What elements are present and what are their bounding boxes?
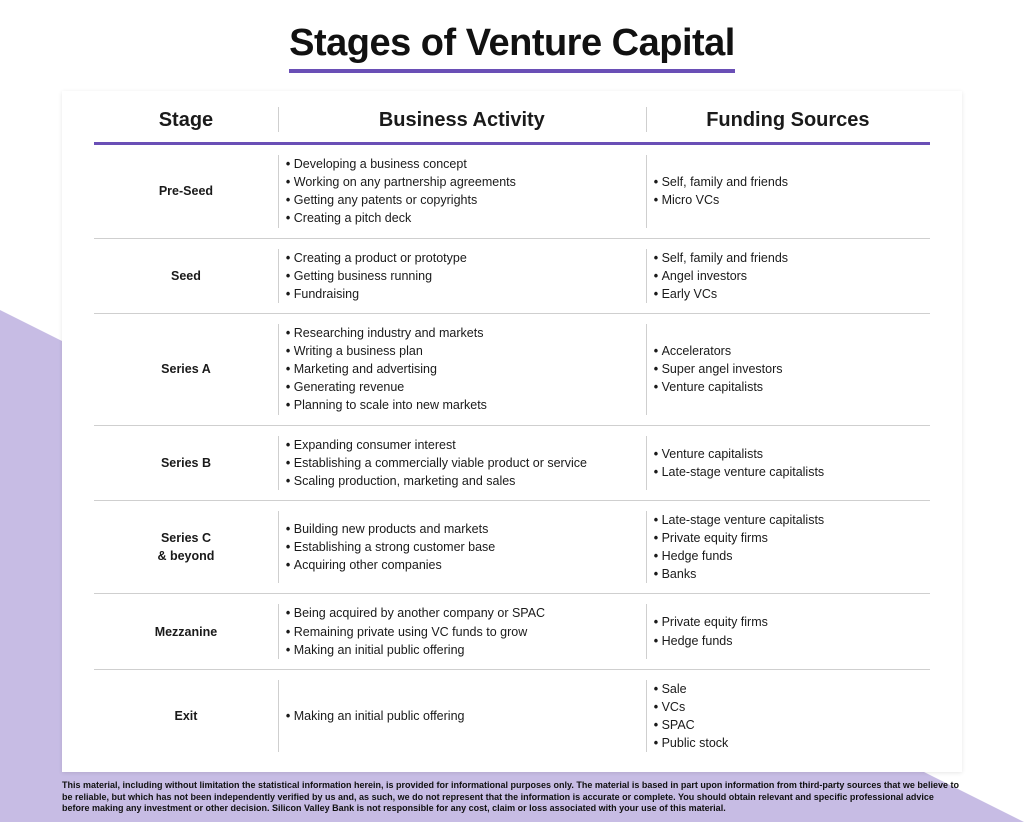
table-card: Stage Business Activity Funding Sources … <box>62 91 962 772</box>
funding-item: Micro VCs <box>654 191 922 209</box>
fineprint: This material, including without limitat… <box>62 780 962 822</box>
funding-item: Private equity firms <box>654 613 922 631</box>
activity-item: Building new products and markets <box>286 520 638 538</box>
activity-item: Establishing a commercially viable produ… <box>286 454 638 472</box>
funding-item: Banks <box>654 565 922 583</box>
funding-item: Super angel investors <box>654 360 922 378</box>
activity-item: Working on any partnership agreements <box>286 173 638 191</box>
stage-label: Exit <box>94 669 278 762</box>
vc-stages-table: Stage Business Activity Funding Sources … <box>94 97 930 762</box>
funding-item: Sale <box>654 680 922 698</box>
col-header-activity: Business Activity <box>278 97 646 144</box>
activity-cell: Researching industry and marketsWriting … <box>278 313 646 425</box>
activity-cell: Making an initial public offering <box>278 669 646 762</box>
stage-label: Pre-Seed <box>94 144 278 239</box>
funding-cell: Venture capitalistsLate-stage venture ca… <box>646 425 930 500</box>
table-row: Exit Making an initial public offering Sal… <box>94 669 930 762</box>
activity-item: Expanding consumer interest <box>286 436 638 454</box>
funding-cell: SaleVCsSPACPublic stock <box>646 669 930 762</box>
activity-item: Making an initial public offering <box>286 707 638 725</box>
funding-cell: Late-stage venture capitalistsPrivate eq… <box>646 500 930 594</box>
funding-item: Early VCs <box>654 285 922 303</box>
activity-cell: Being acquired by another company or SPA… <box>278 594 646 669</box>
activity-item: Remaining private using VC funds to grow <box>286 623 638 641</box>
activity-item: Getting business running <box>286 267 638 285</box>
activity-item: Marketing and advertising <box>286 360 638 378</box>
funding-item: Accelerators <box>654 342 922 360</box>
activity-item: Getting any patents or copyrights <box>286 191 638 209</box>
funding-cell: Self, family and friendsAngel investorsE… <box>646 238 930 313</box>
activity-item: Acquiring other companies <box>286 556 638 574</box>
table-row: Series AResearching industry and markets… <box>94 313 930 425</box>
activity-item: Researching industry and markets <box>286 324 638 342</box>
funding-cell: AcceleratorsSuper angel investorsVenture… <box>646 313 930 425</box>
funding-item: Self, family and friends <box>654 249 922 267</box>
activity-cell: Expanding consumer interestEstablishing … <box>278 425 646 500</box>
activity-item: Planning to scale into new markets <box>286 396 638 414</box>
stage-label: Mezzanine <box>94 594 278 669</box>
stage-label: Series A <box>94 313 278 425</box>
funding-cell: Self, family and friendsMicro VCs <box>646 144 930 239</box>
funding-item: Hedge funds <box>654 547 922 565</box>
funding-item: Private equity firms <box>654 529 922 547</box>
stage-label: Series C& beyond <box>94 500 278 594</box>
fineprint-paragraph: This material, including without limitat… <box>62 780 962 814</box>
activity-item: Creating a product or prototype <box>286 249 638 267</box>
table-row: Pre-SeedDeveloping a business conceptWor… <box>94 144 930 239</box>
funding-item: Venture capitalists <box>654 378 922 396</box>
funding-item: SPAC <box>654 716 922 734</box>
funding-item: Late-stage venture capitalists <box>654 511 922 529</box>
stage-label: Series B <box>94 425 278 500</box>
activity-item: Writing a business plan <box>286 342 638 360</box>
activity-cell: Creating a product or prototypeGetting b… <box>278 238 646 313</box>
funding-item: Public stock <box>654 734 922 752</box>
col-header-stage: Stage <box>94 97 278 144</box>
funding-cell: Private equity firmsHedge funds <box>646 594 930 669</box>
table-row: Series BExpanding consumer interestEstab… <box>94 425 930 500</box>
stage-label: Seed <box>94 238 278 313</box>
funding-item: Angel investors <box>654 267 922 285</box>
table-row: Mezzanine Being acquired by another compa… <box>94 594 930 669</box>
page: Stages of Venture Capital Stage Business… <box>0 0 1024 822</box>
page-title: Stages of Venture Capital <box>289 22 735 73</box>
table-row: SeedCreating a product or prototypeGetti… <box>94 238 930 313</box>
activity-cell: Building new products and marketsEstabli… <box>278 500 646 594</box>
table-body: Pre-SeedDeveloping a business conceptWor… <box>94 144 930 763</box>
table-header-row: Stage Business Activity Funding Sources <box>94 97 930 144</box>
funding-item: Late-stage venture capitalists <box>654 463 922 481</box>
activity-item: Developing a business concept <box>286 155 638 173</box>
funding-item: Hedge funds <box>654 632 922 650</box>
activity-item: Making an initial public offering <box>286 641 638 659</box>
table-row: Series C& beyondBuilding new products an… <box>94 500 930 594</box>
activity-item: Establishing a strong customer base <box>286 538 638 556</box>
col-header-funding: Funding Sources <box>646 97 930 144</box>
activity-item: Generating revenue <box>286 378 638 396</box>
funding-item: Self, family and friends <box>654 173 922 191</box>
funding-item: VCs <box>654 698 922 716</box>
activity-item: Scaling production, marketing and sales <box>286 472 638 490</box>
funding-item: Venture capitalists <box>654 445 922 463</box>
activity-item: Being acquired by another company or SPA… <box>286 604 638 622</box>
activity-item: Creating a pitch deck <box>286 209 638 227</box>
activity-cell: Developing a business conceptWorking on … <box>278 144 646 239</box>
activity-item: Fundraising <box>286 285 638 303</box>
